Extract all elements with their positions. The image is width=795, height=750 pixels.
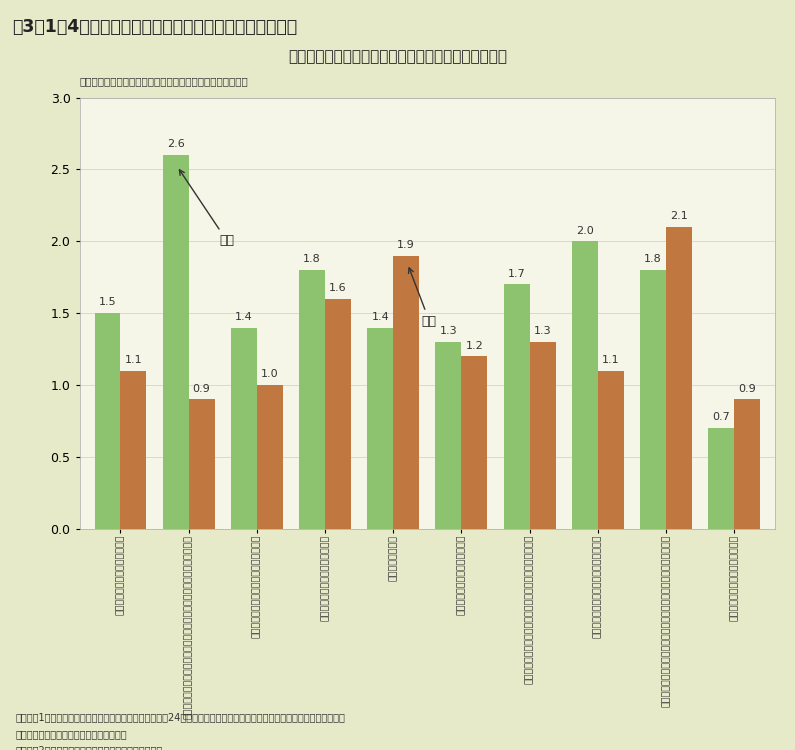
- Text: 大卒: 大卒: [409, 268, 437, 328]
- Bar: [666, 227, 692, 529]
- Text: 1.3: 1.3: [533, 326, 552, 336]
- Text: 1.5: 1.5: [99, 298, 116, 307]
- Text: 2.6: 2.6: [167, 140, 184, 149]
- Bar: [640, 270, 666, 529]
- Bar: [735, 400, 760, 529]
- Text: 1.8: 1.8: [303, 254, 321, 264]
- Text: 2．高校等は高等学校・高等専修学校を指す。: 2．高校等は高等学校・高等専修学校を指す。: [16, 746, 163, 750]
- Bar: [598, 370, 624, 529]
- Bar: [325, 298, 351, 529]
- Text: 1.8: 1.8: [644, 254, 662, 264]
- Text: 0.9: 0.9: [192, 384, 211, 394]
- Text: 第3－1－4図　高校等在学中におけるキャリア教育の影響: 第3－1－4図 高校等在学中におけるキャリア教育の影響: [12, 18, 297, 36]
- Bar: [436, 342, 461, 529]
- Text: 1.9: 1.9: [398, 240, 415, 250]
- Bar: [572, 242, 598, 529]
- Text: 労働法（働くことに関する法律）や就労支援の仕組みに関する授業: 労働法（働くことに関する法律）や就労支援の仕組みに関する授業: [661, 535, 670, 707]
- Text: 0.9: 0.9: [739, 384, 756, 394]
- Text: 1.6: 1.6: [329, 283, 347, 293]
- Text: 職場体験学習・インターンシップ: 職場体験学習・インターンシップ: [320, 535, 329, 621]
- Text: 高校等在学中に受けたキャリア教育が雇用形態に影響: 高校等在学中に受けたキャリア教育が雇用形態に影響: [288, 49, 507, 64]
- Text: 1.1: 1.1: [602, 355, 619, 365]
- Bar: [529, 342, 556, 529]
- Bar: [231, 328, 257, 529]
- Bar: [188, 400, 215, 529]
- Bar: [95, 314, 120, 529]
- Bar: [394, 256, 419, 529]
- Text: コミュニケーションやマナーを学ぶ授業: コミュニケーションやマナーを学ぶ授業: [593, 535, 603, 638]
- Text: 特にキャリア教育を受けていない: 特にキャリア教育を受けていない: [730, 535, 739, 621]
- Bar: [163, 155, 188, 529]
- Text: 1.2: 1.2: [466, 340, 483, 350]
- Text: 2.1: 2.1: [670, 211, 688, 221]
- Text: 1.7: 1.7: [508, 268, 525, 279]
- Bar: [367, 328, 394, 529]
- Text: 1.0: 1.0: [261, 369, 278, 380]
- Text: （倍、正規雇用者の回答率／望まず非正規雇用者の回答率）: （倍、正規雇用者の回答率／望まず非正規雇用者の回答率）: [80, 76, 248, 86]
- Text: 職業人や地域の人に仕事の話を聞く授業: 職業人や地域の人に仕事の話を聞く授業: [252, 535, 262, 638]
- Text: ボランティア活動: ボランティア活動: [389, 535, 398, 580]
- Text: に係る実態調査」により作成。: に係る実態調査」により作成。: [16, 729, 127, 739]
- Text: 職業人（企業からの派遣講師等）による実践的な授業・ワークショップ: 職業人（企業からの派遣講師等）による実践的な授業・ワークショップ: [184, 535, 193, 718]
- Text: 1.1: 1.1: [125, 355, 142, 365]
- Text: 1.4: 1.4: [371, 312, 389, 322]
- Bar: [120, 370, 146, 529]
- Bar: [461, 356, 487, 529]
- Text: （備考）1．内閣府委託調査（株）野村総合研究所「平成24年度　若年者のキャリア教育、マッチング、キャリア・アップ: （備考）1．内閣府委託調査（株）野村総合研究所「平成24年度 若年者のキャリア教…: [16, 712, 346, 722]
- Text: 1.3: 1.3: [440, 326, 457, 336]
- Bar: [504, 284, 529, 529]
- Text: 1.4: 1.4: [235, 312, 253, 322]
- Text: 履歴書作成・面接対策など就職活動の進め方に関する授業: 履歴書作成・面接対策など就職活動の進め方に関する授業: [525, 535, 534, 684]
- Text: 0.7: 0.7: [712, 413, 730, 422]
- Bar: [708, 428, 735, 529]
- Bar: [299, 270, 325, 529]
- Bar: [257, 385, 283, 529]
- Text: 進路の目標や計画を考える授業: 進路の目標や計画を考える授業: [457, 535, 466, 615]
- Text: 2.0: 2.0: [576, 226, 594, 236]
- Text: 職業興味や職業適性などの検査: 職業興味や職業適性などの検査: [116, 535, 125, 615]
- Text: 高卒: 高卒: [180, 170, 235, 248]
